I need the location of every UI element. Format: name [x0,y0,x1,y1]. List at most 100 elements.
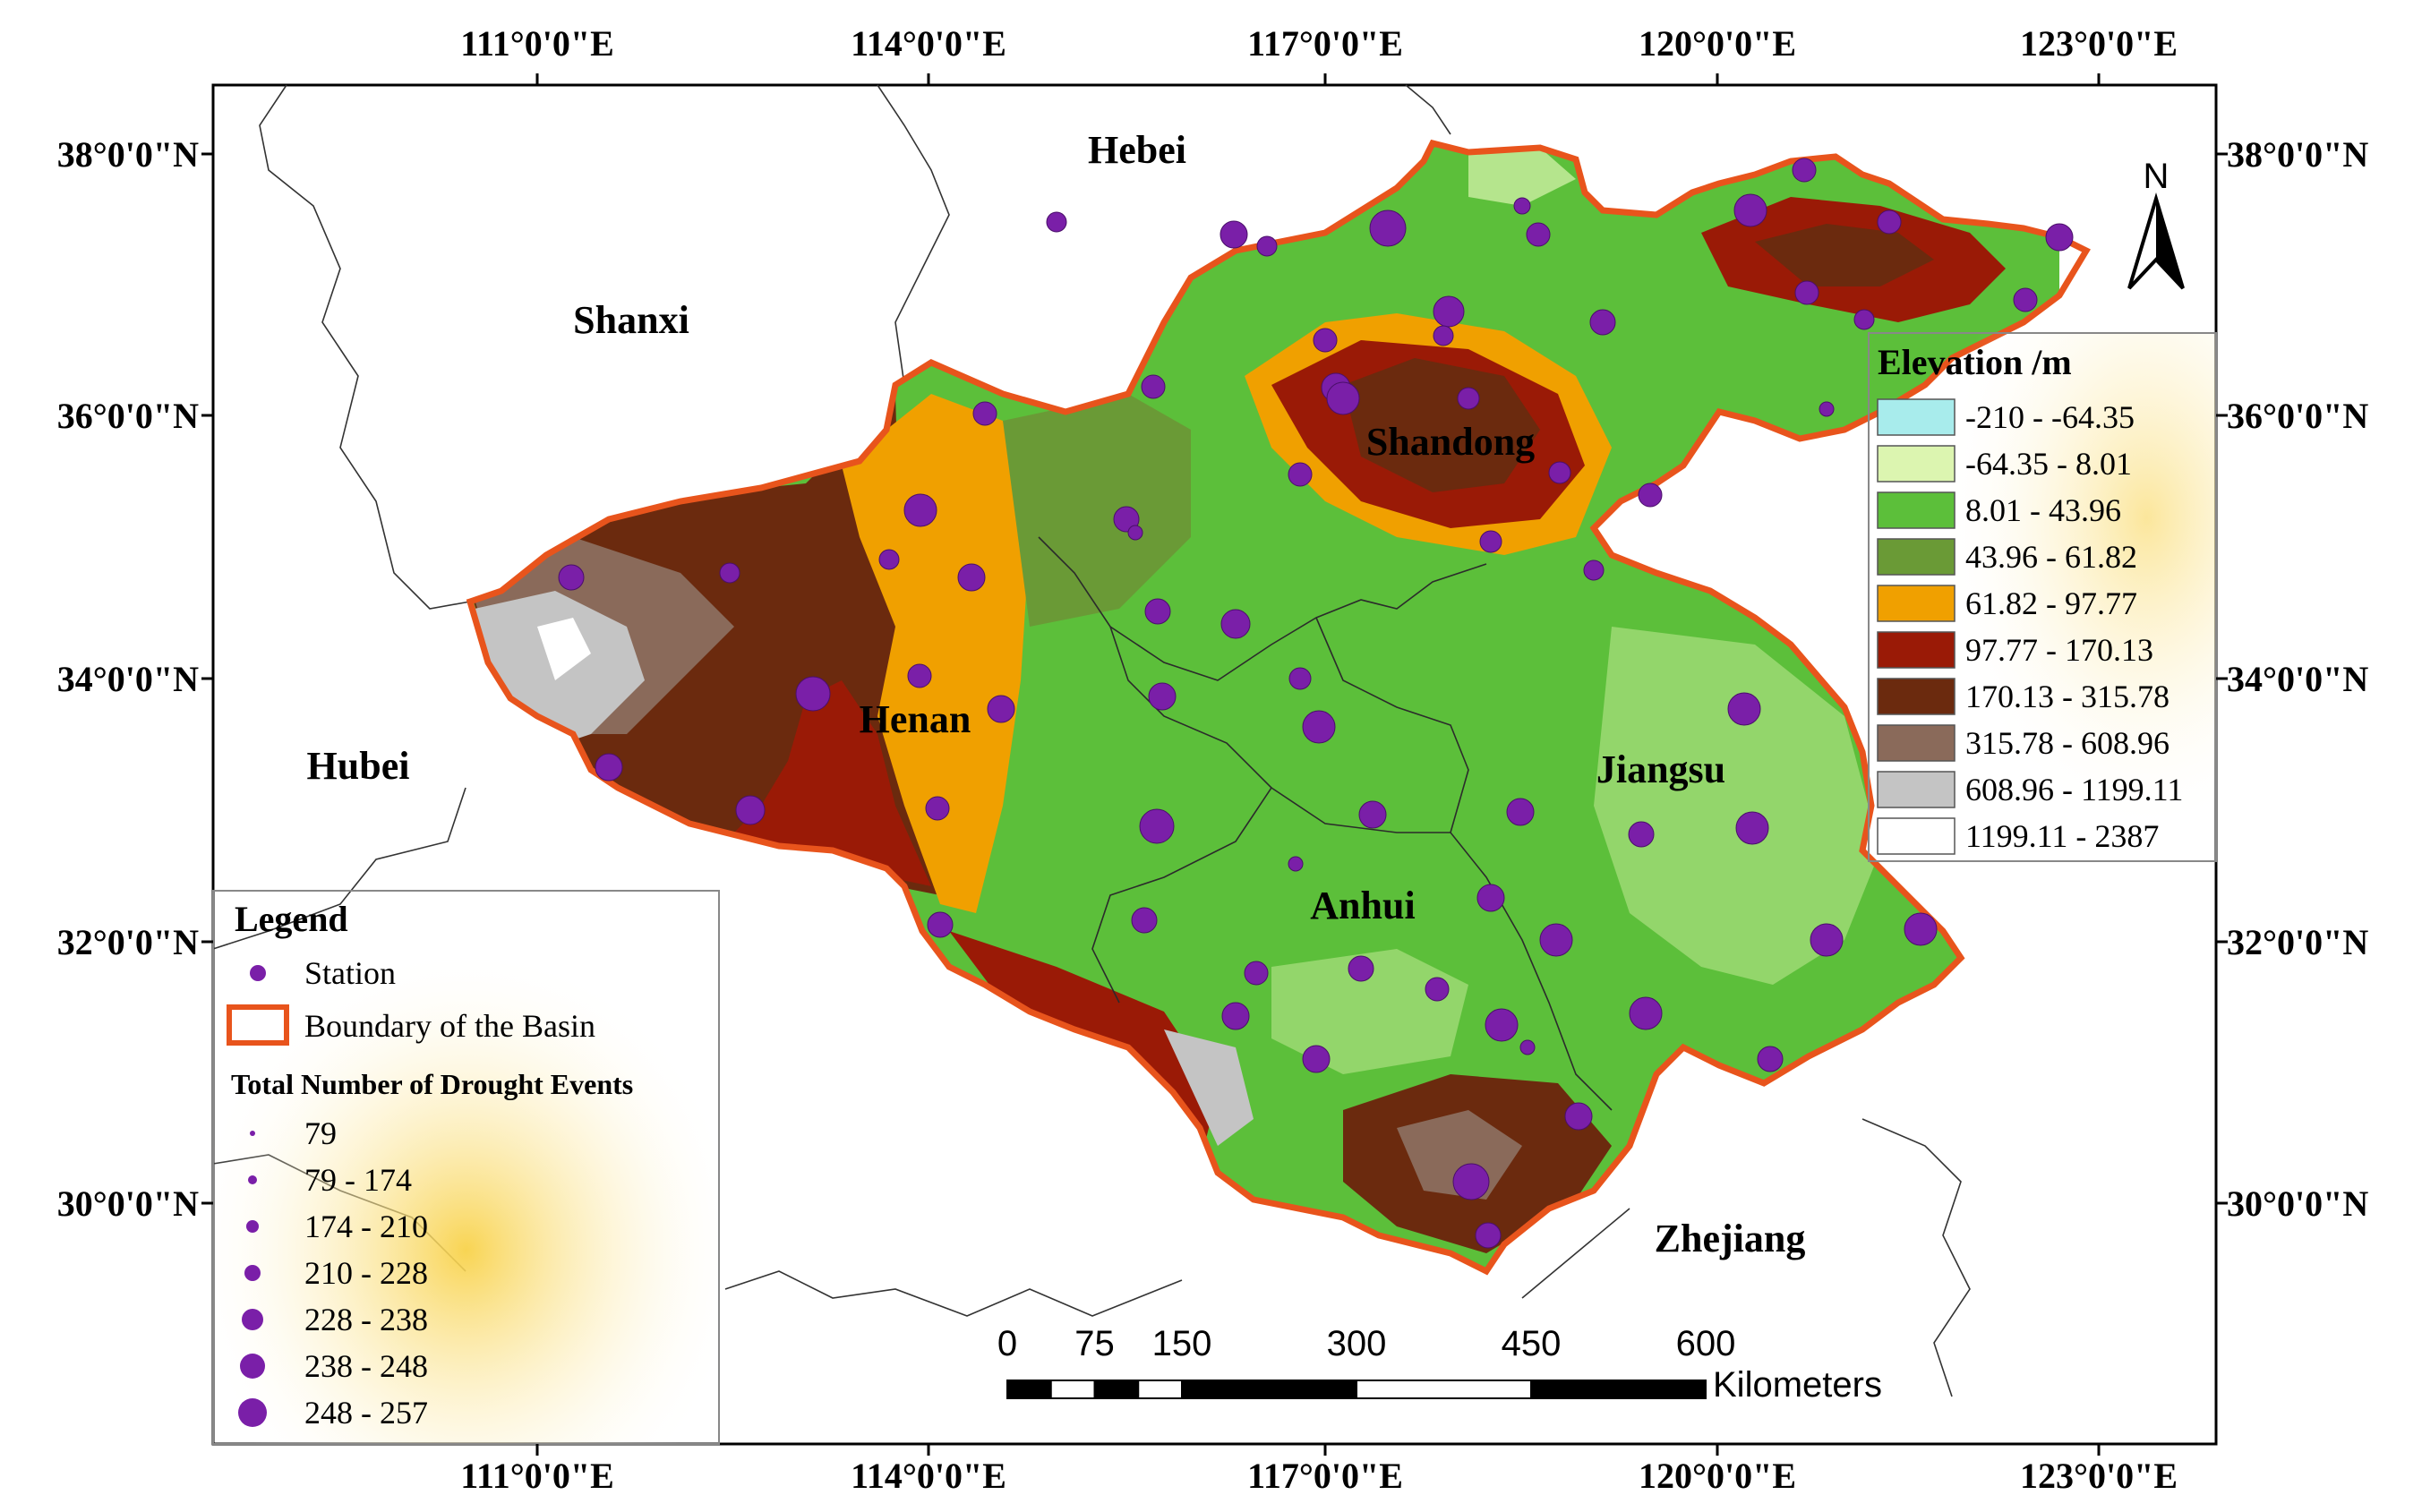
station-marker [1425,977,1450,1002]
lat-tick-left-38: 38°0'0"N [57,134,199,175]
drought-class-label-3: 210 - 228 [304,1255,428,1291]
drought-class-symbol-6 [238,1398,267,1427]
province-label-anhui: Anhui [1310,884,1415,927]
drought-legend-title: Total Number of Drought Events [231,1068,633,1100]
station-marker [1433,295,1465,328]
scale-bar-tick-label: 75 [1074,1324,1115,1363]
station-marker [1735,811,1769,845]
station-marker [1141,374,1166,399]
station-marker [1539,923,1573,957]
drought-class-label-1: 79 - 174 [304,1162,412,1198]
station-marker [1583,560,1605,581]
station-marker [1526,222,1551,247]
station-marker [1313,328,1338,353]
station-marker [1144,598,1171,625]
scale-bar-segment [1356,1380,1532,1399]
lon-tick-top-111: 111°0'0"E [460,23,614,64]
elevation-legend-title: Elevation /m [1878,342,2072,382]
drought-class-symbol-4 [242,1309,263,1330]
lat-tick-right-36: 36°0'0"N [2227,396,2368,436]
scale-bar-tick-label: 150 [1152,1324,1212,1363]
station-marker [1853,309,1875,330]
elevation-swatch-7 [1877,724,1956,762]
station-marker [1220,220,1248,249]
scale-bar-segment [1137,1380,1183,1399]
elevation-swatch-2 [1877,491,1956,529]
elevation-swatch-6 [1877,678,1956,715]
station-marker [1302,710,1336,744]
station-marker [1819,401,1835,417]
drought-class-symbol-1 [248,1175,257,1184]
scale-bar-tick-label: 0 [997,1324,1017,1363]
elevation-class-label-6: 170.13 - 315.78 [1965,679,2170,714]
elevation-swatch-5 [1877,631,1956,669]
frame-ticks [201,73,2228,1456]
boundary-legend-symbol [227,1004,289,1046]
station-marker [795,676,831,712]
scale-bar-tick-label: 450 [1502,1324,1562,1363]
province-label-shandong: Shandong [1366,420,1535,464]
station-marker [1506,798,1535,826]
station-marker [1358,800,1387,829]
drought-class-label-6: 248 - 257 [304,1395,428,1431]
scale-bar-segment [1093,1380,1140,1399]
elevation-swatch-8 [1877,771,1956,808]
province-label-zhejiang: Zhejiang [1655,1217,1806,1260]
elevation-swatches [1877,398,1956,855]
station-marker [957,563,986,592]
province-label-hebei: Hebei [1088,128,1186,172]
station-marker [1475,1222,1502,1249]
drought-class-symbol-2 [246,1220,259,1233]
station-marker [1221,1002,1250,1030]
station-marker [1326,381,1360,415]
lat-tick-right-30: 30°0'0"N [2227,1183,2368,1224]
station-marker [1589,309,1616,336]
station-marker [1256,235,1278,257]
station-marker [903,493,937,527]
station-marker [1733,193,1767,227]
drought-class-symbol-5 [240,1354,265,1379]
station-legend-label: Station [304,955,396,991]
station-marker [1548,461,1571,484]
lon-tick-bottom-123: 123°0'0"E [2020,1456,2178,1496]
elevation-class-label-9: 1199.11 - 2387 [1965,818,2159,854]
station-marker [1792,158,1817,183]
station-marker [1485,1008,1519,1042]
elevation-class-label-2: 8.01 - 43.96 [1965,492,2121,528]
lat-tick-left-30: 30°0'0"N [57,1183,199,1224]
elevation-class-label-1: -64.35 - 8.01 [1965,446,2132,482]
station-marker [1433,325,1454,346]
station-marker [1288,856,1304,872]
station-marker [1479,530,1502,553]
station-marker [2045,223,2074,252]
station-marker [1628,821,1655,848]
drought-class-symbol-0 [250,1131,255,1136]
lon-tick-bottom-120: 120°0'0"E [1639,1456,1796,1496]
station-marker [1288,462,1313,487]
station-marker [987,695,1015,723]
station-marker [1794,280,1819,305]
station-marker [1513,197,1531,215]
station-marker [1127,525,1143,541]
station-marker [1452,1163,1490,1200]
station-marker [1904,912,1938,946]
station-marker [1638,483,1663,508]
station-marker [1757,1046,1784,1072]
elevation-class-label-0: -210 - -64.35 [1965,399,2135,435]
station-marker [1457,387,1480,410]
station-markers [558,158,2074,1249]
drought-class-label-5: 238 - 248 [304,1348,428,1384]
elevation-swatch-1 [1877,445,1956,483]
station-marker [1113,506,1140,533]
lon-tick-top-114: 114°0'0"E [851,23,1006,64]
station-marker [1629,996,1663,1030]
lon-tick-bottom-111: 111°0'0"E [460,1456,614,1496]
elevation-swatch-4 [1877,585,1956,622]
station-marker [1564,1102,1593,1131]
boundary-legend-label: Boundary of the Basin [304,1008,595,1044]
station-marker [1139,808,1175,844]
station-marker [1476,884,1505,912]
drought-legend-symbols [238,1131,267,1427]
lon-tick-top-117: 117°0'0"E [1247,23,1403,64]
station-marker [1148,682,1177,711]
